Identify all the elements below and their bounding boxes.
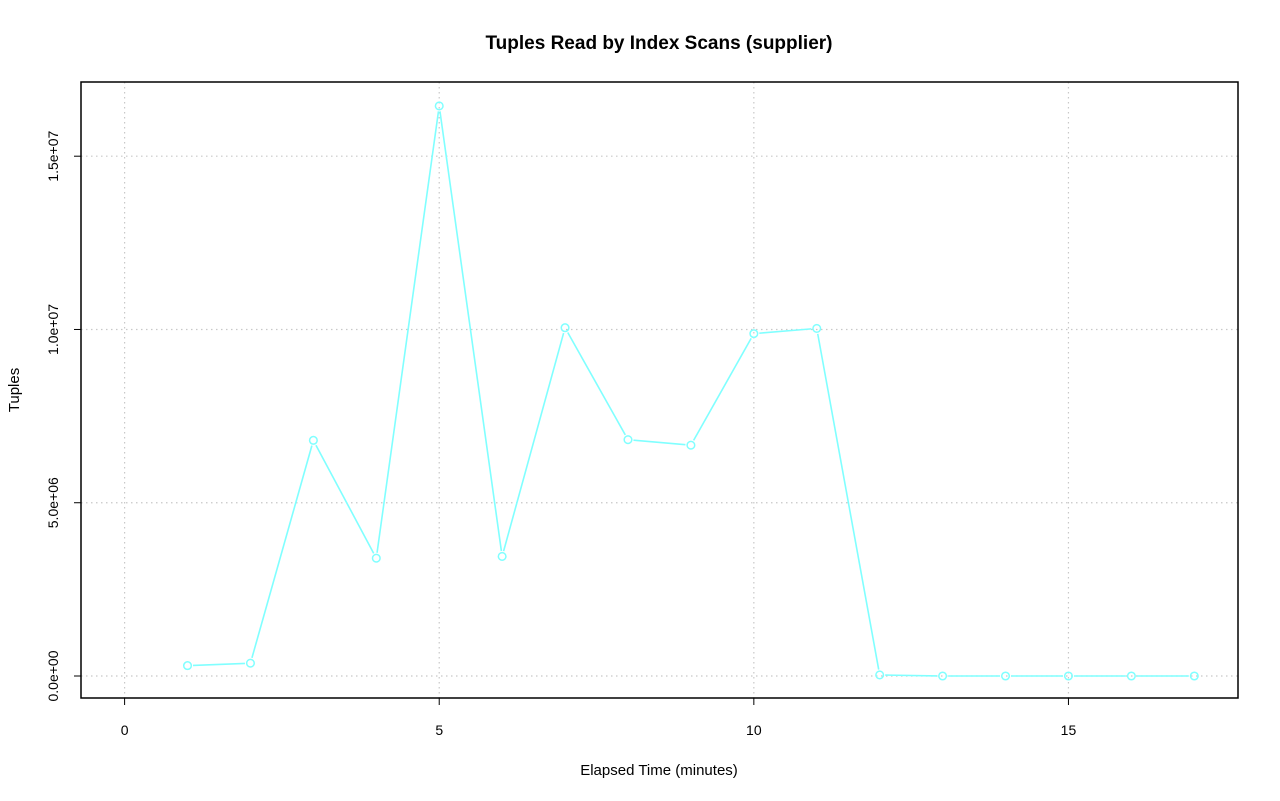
grid-lines	[81, 82, 1238, 698]
series-segment	[192, 662, 245, 667]
data-point	[1189, 671, 1199, 681]
series-segment	[759, 328, 812, 334]
data-point	[560, 323, 570, 333]
y-axis-label: Tuples	[6, 368, 23, 412]
data-point	[623, 435, 633, 445]
y-tick-label: 5.0e+06	[45, 477, 61, 528]
data-point	[938, 671, 948, 681]
series-segment	[816, 333, 880, 670]
plot-frame	[80, 81, 1239, 699]
series-segment	[567, 332, 626, 436]
series-segment	[439, 111, 503, 552]
x-tick-label: 5	[435, 722, 443, 738]
data-point	[308, 435, 318, 445]
data-point	[1000, 671, 1011, 681]
y-tick-label: 1.0e+07	[45, 304, 61, 355]
y-tick-label: 0.0e+00	[45, 650, 61, 701]
x-tick-label: 10	[746, 722, 762, 738]
data-point	[686, 440, 696, 450]
data-point	[182, 661, 193, 671]
data-point	[371, 553, 381, 563]
series-segment	[633, 439, 686, 446]
data-point	[245, 658, 255, 668]
series-segment	[376, 111, 440, 553]
data-point	[749, 329, 759, 339]
x-tick-label: 0	[121, 722, 129, 738]
series-segment	[502, 332, 565, 552]
x-axis-label: Elapsed Time (minutes)	[580, 762, 738, 779]
data-point	[812, 323, 822, 333]
x-tick-label: 15	[1061, 722, 1077, 738]
y-tick-label: 1.5e+07	[45, 130, 61, 181]
series-segment	[885, 674, 938, 677]
data-point	[1126, 671, 1136, 681]
data-point	[434, 101, 444, 111]
series-segment	[315, 444, 375, 554]
data-point	[1063, 671, 1074, 681]
data-points-group	[182, 101, 1199, 681]
y-axis: 0.0e+00 5.0e+06 1.0e+07 1.5e+07	[45, 130, 81, 702]
series-segment	[251, 445, 313, 659]
data-point	[875, 670, 885, 680]
x-axis: 0 5 10 15	[121, 698, 1077, 738]
chart-title: Tuples Read by Index Scans (supplier)	[485, 33, 832, 54]
series-segment	[692, 338, 752, 441]
data-point	[497, 551, 507, 561]
series-line-group	[192, 111, 1189, 677]
